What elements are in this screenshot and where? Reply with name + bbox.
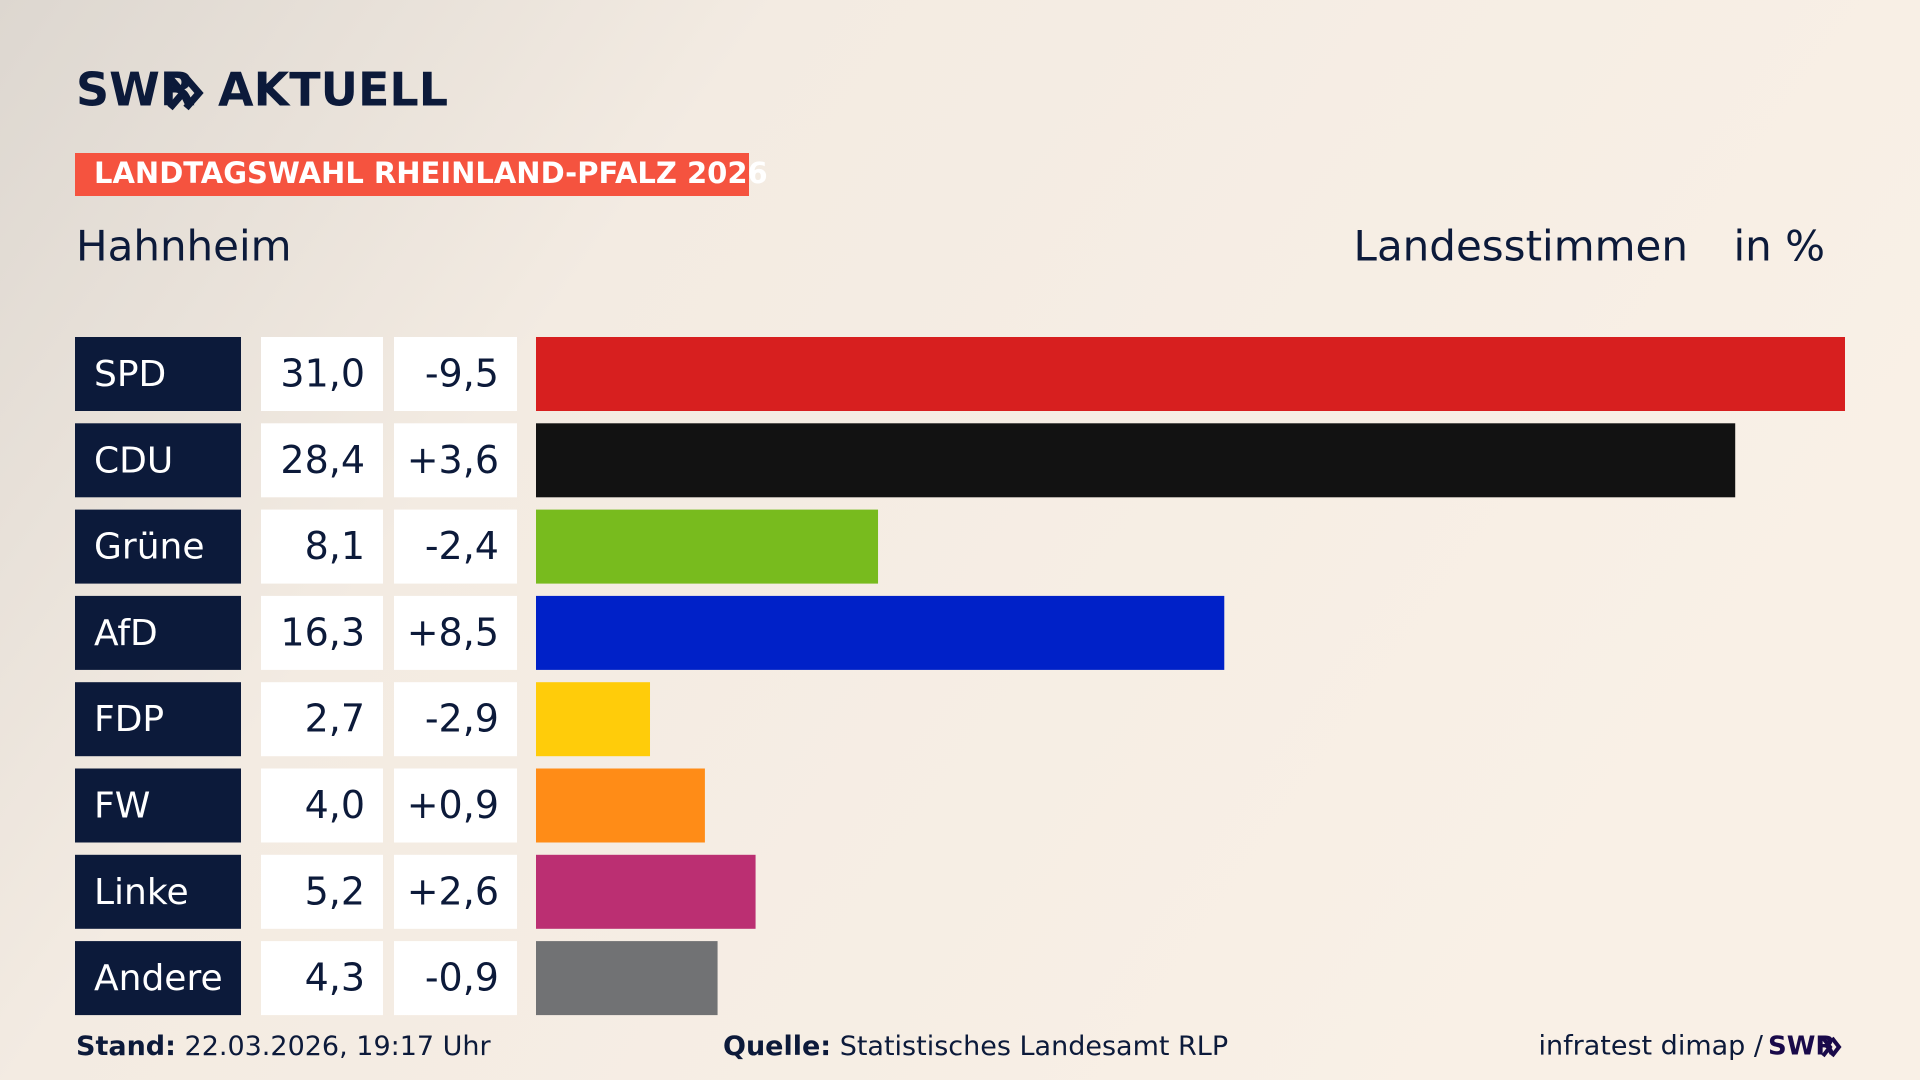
change-cell	[394, 941, 517, 1016]
change-label: -0,9	[425, 956, 499, 1000]
banner	[75, 153, 749, 196]
change-label: -2,4	[425, 524, 499, 568]
value-label: 31,0	[280, 352, 365, 396]
change-label: +2,6	[407, 869, 499, 913]
banner-text: LANDTAGSWAHL RHEINLAND-PFALZ 2026	[94, 156, 768, 190]
bar	[536, 682, 651, 757]
value-cell	[261, 337, 383, 411]
credit: infratest dimap /	[1538, 1031, 1763, 1062]
party-label: Andere	[94, 958, 223, 999]
credit-logo: SWR	[1768, 1032, 1835, 1062]
change-cell	[394, 768, 517, 843]
party-label: FW	[94, 786, 150, 827]
value-cell	[261, 595, 383, 670]
party-label: AfD	[94, 613, 158, 654]
party-box	[75, 682, 241, 757]
credit-chevrons	[1821, 1036, 1842, 1058]
change-label: +8,5	[407, 610, 499, 654]
value-cell	[261, 509, 383, 584]
party-box	[75, 854, 241, 929]
value-label: 8,1	[305, 524, 365, 568]
chart-title: Hahnheim	[76, 222, 292, 271]
party-box	[75, 509, 241, 584]
logo-suffix: AKTUELL	[218, 63, 448, 117]
footer-stand: Stand: 22.03.2026, 19:17 Uhr	[76, 1031, 492, 1062]
logo-chevrons	[167, 75, 204, 111]
footer-source: Quelle: Statistisches Landesamt RLP	[723, 1031, 1228, 1062]
change-cell	[394, 509, 517, 584]
value-label: 2,7	[305, 697, 365, 741]
change-label: +3,6	[407, 438, 499, 482]
value-cell	[261, 941, 383, 1016]
bar	[536, 423, 1736, 498]
change-cell	[394, 854, 517, 929]
value-label: 5,2	[305, 869, 365, 913]
stand: 22.03.2026, 19:17 Uhr	[185, 1031, 492, 1062]
value-label: 28,4	[280, 438, 365, 482]
party-label: CDU	[94, 440, 173, 481]
unit-label: in %	[1733, 222, 1825, 271]
bar	[536, 941, 718, 1016]
party-label: SPD	[94, 354, 166, 395]
value-cell	[261, 854, 383, 929]
source: Statistisches Landesamt RLP	[840, 1031, 1228, 1062]
value-cell	[261, 423, 383, 498]
change-cell	[394, 423, 517, 498]
party-box	[75, 941, 241, 1016]
value-label: 16,3	[280, 610, 365, 654]
change-cell	[394, 682, 517, 757]
value-cell	[261, 682, 383, 757]
party-box	[75, 423, 241, 498]
party-label: Grüne	[94, 527, 204, 568]
bar	[536, 854, 756, 929]
change-label: +0,9	[407, 783, 499, 827]
source-label: Quelle:	[723, 1031, 831, 1062]
chart-subtitle: Landesstimmen	[1354, 222, 1688, 271]
change-label: -2,9	[425, 697, 499, 741]
stand-label: Stand:	[76, 1031, 176, 1062]
party-label: FDP	[94, 699, 164, 740]
bar	[536, 337, 1845, 411]
value-cell	[261, 768, 383, 843]
bar	[536, 509, 879, 584]
rows: SPD 31,0 -9,5 CDU 28,4 +3,6 Grüne 8,1 -2,4 AfD 16,…	[75, 337, 1845, 1016]
bar	[536, 595, 1225, 670]
party-box	[75, 595, 241, 670]
value-label: 4,0	[305, 783, 365, 827]
party-box	[75, 337, 241, 411]
change-cell	[394, 337, 517, 411]
change-label: -9,5	[425, 352, 499, 396]
bar	[536, 768, 705, 843]
party-label: Linke	[94, 872, 189, 913]
change-cell	[394, 595, 517, 670]
value-label: 4,3	[305, 956, 365, 1000]
party-box	[75, 768, 241, 843]
